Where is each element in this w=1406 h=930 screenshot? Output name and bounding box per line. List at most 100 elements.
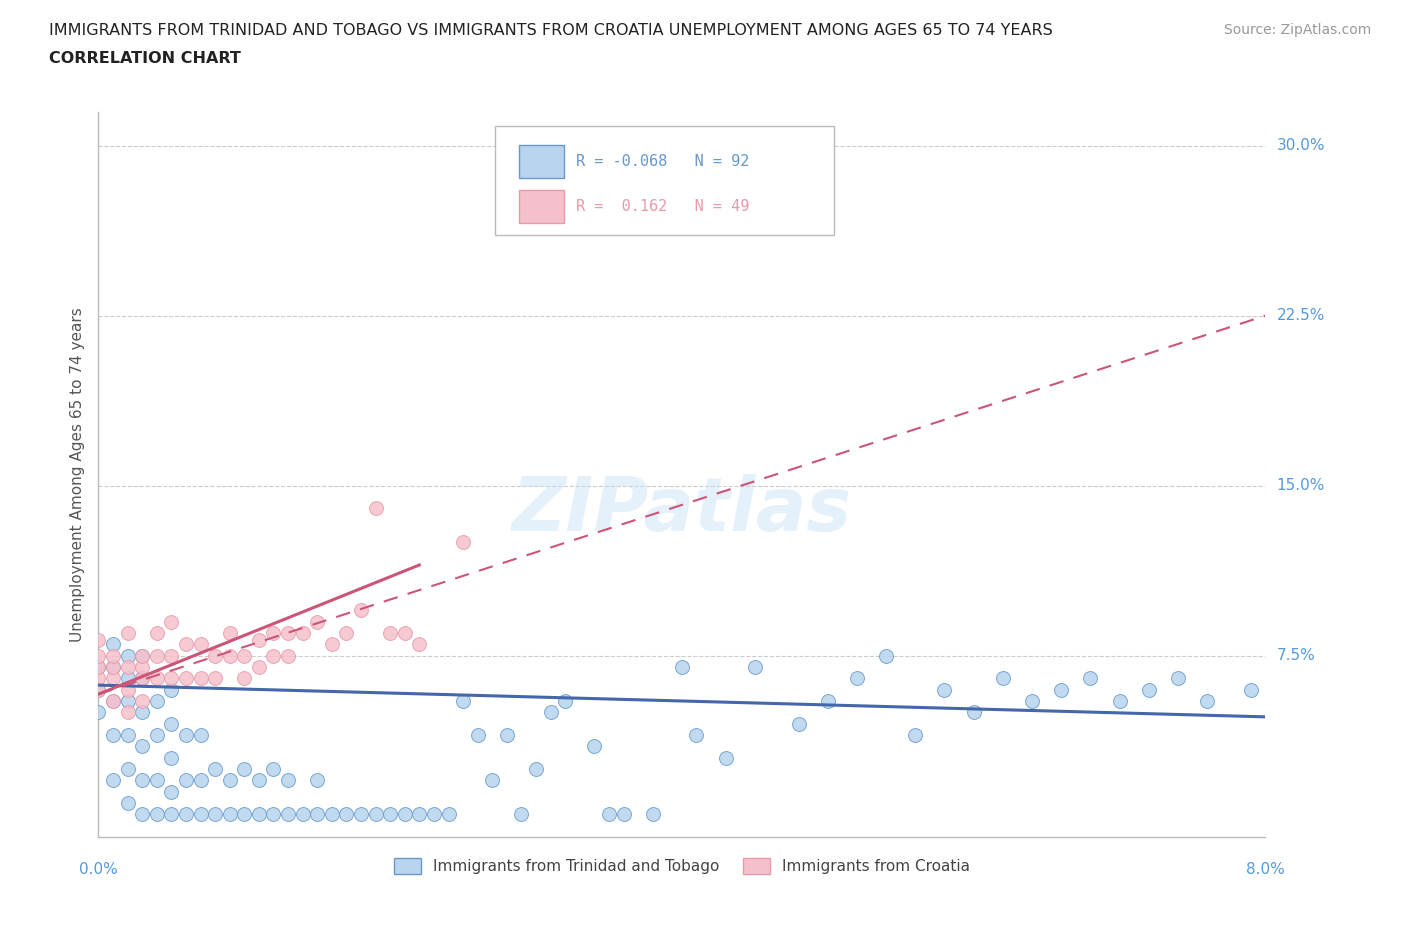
Text: 8.0%: 8.0%: [1246, 862, 1285, 877]
Point: [1021, 694, 1043, 709]
Point: [101, 694, 124, 709]
Point: [714, 751, 737, 765]
Point: [394, 807, 416, 822]
Point: [598, 807, 620, 822]
Text: IMMIGRANTS FROM TRINIDAD AND TOBAGO VS IMMIGRANTS FROM CROATIA UNEMPLOYMENT AMON: IMMIGRANTS FROM TRINIDAD AND TOBAGO VS I…: [49, 23, 1053, 38]
Point: [1167, 671, 1189, 685]
Point: [174, 807, 197, 822]
Point: [146, 626, 169, 641]
Legend: Immigrants from Trinidad and Tobago, Immigrants from Croatia: Immigrants from Trinidad and Tobago, Imm…: [388, 852, 976, 880]
Point: [146, 727, 169, 742]
Point: [218, 807, 240, 822]
Point: [174, 637, 197, 652]
Point: [101, 694, 124, 709]
Point: [190, 727, 212, 742]
Point: [307, 773, 329, 788]
Point: [524, 762, 547, 777]
Point: [262, 648, 284, 663]
Point: [962, 705, 984, 720]
Point: [408, 637, 430, 652]
Point: [131, 738, 153, 753]
Point: [190, 671, 212, 685]
Text: CORRELATION CHART: CORRELATION CHART: [49, 51, 240, 66]
Point: [321, 637, 343, 652]
Point: [87, 659, 110, 674]
Point: [87, 683, 110, 698]
Point: [934, 683, 956, 698]
Point: [117, 762, 139, 777]
Point: [160, 683, 183, 698]
Point: [87, 659, 110, 674]
Point: [510, 807, 533, 822]
Point: [233, 671, 256, 685]
Point: [233, 648, 256, 663]
Point: [247, 807, 270, 822]
Point: [350, 807, 373, 822]
Point: [1137, 683, 1160, 698]
Point: [131, 705, 153, 720]
Point: [87, 632, 110, 647]
Point: [101, 637, 124, 652]
Point: [247, 773, 270, 788]
Point: [845, 671, 868, 685]
Point: [540, 705, 562, 720]
Text: R =  0.162   N = 49: R = 0.162 N = 49: [575, 199, 749, 214]
Point: [291, 626, 314, 641]
Point: [277, 807, 299, 822]
Point: [335, 626, 357, 641]
FancyBboxPatch shape: [519, 145, 564, 179]
Point: [233, 762, 256, 777]
Point: [380, 626, 402, 641]
Point: [131, 659, 153, 674]
Text: 15.0%: 15.0%: [1277, 478, 1324, 493]
Point: [671, 659, 693, 674]
Point: [1197, 694, 1219, 709]
Point: [218, 626, 240, 641]
Point: [87, 705, 110, 720]
Point: [117, 648, 139, 663]
Point: [117, 659, 139, 674]
Point: [350, 603, 373, 618]
Point: [87, 648, 110, 663]
Text: R = -0.068   N = 92: R = -0.068 N = 92: [575, 154, 749, 169]
Point: [307, 614, 329, 629]
Point: [218, 648, 240, 663]
Point: [101, 659, 124, 674]
Point: [204, 762, 226, 777]
Point: [160, 807, 183, 822]
Point: [641, 807, 664, 822]
Point: [233, 807, 256, 822]
Point: [904, 727, 927, 742]
Point: [467, 727, 489, 742]
Point: [160, 716, 183, 731]
Point: [817, 694, 839, 709]
Point: [262, 626, 284, 641]
Point: [146, 671, 169, 685]
Point: [204, 648, 226, 663]
Point: [101, 648, 124, 663]
Point: [394, 626, 416, 641]
Point: [247, 632, 270, 647]
Point: [117, 683, 139, 698]
Text: 0.0%: 0.0%: [79, 862, 118, 877]
Point: [262, 762, 284, 777]
Point: [496, 727, 519, 742]
Point: [277, 626, 299, 641]
Point: [190, 807, 212, 822]
Point: [583, 738, 606, 753]
Point: [190, 773, 212, 788]
Point: [160, 671, 183, 685]
Point: [1108, 694, 1130, 709]
Point: [131, 648, 153, 663]
Point: [117, 727, 139, 742]
Point: [87, 683, 110, 698]
Point: [744, 659, 766, 674]
Point: [87, 671, 110, 685]
Point: [101, 671, 124, 685]
Point: [146, 648, 169, 663]
FancyBboxPatch shape: [519, 190, 564, 223]
Point: [408, 807, 430, 822]
Point: [1050, 683, 1073, 698]
Point: [131, 694, 153, 709]
Point: [146, 773, 169, 788]
